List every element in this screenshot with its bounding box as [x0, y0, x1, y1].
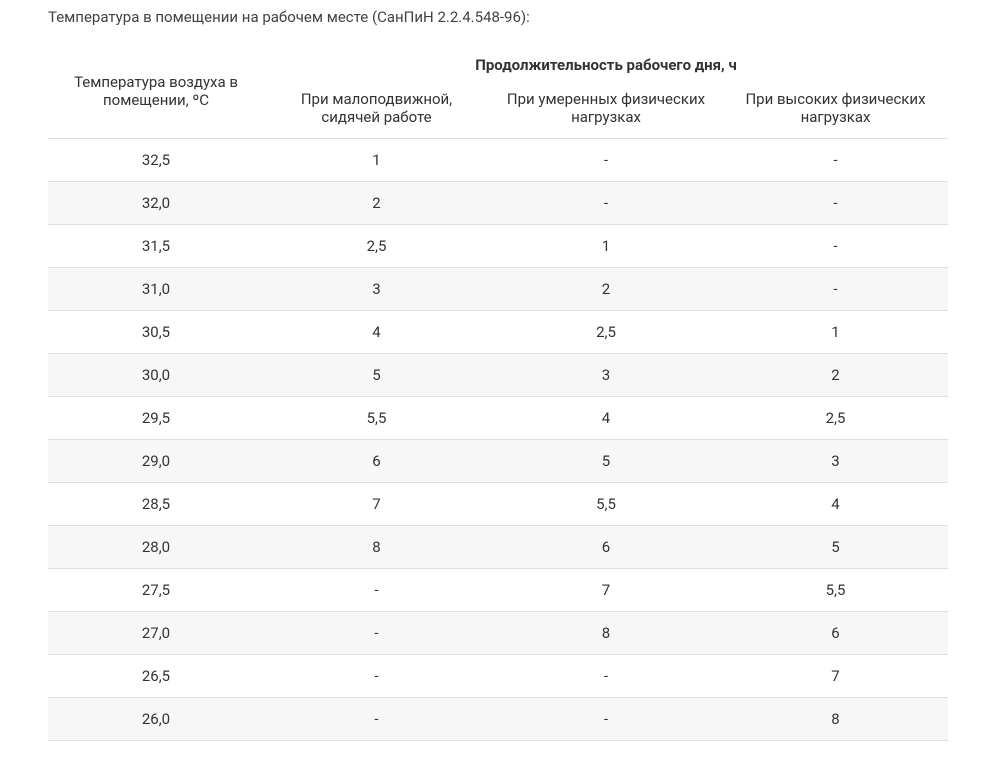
table-header: Температура воздуха в помещении, ºС Прод… [48, 44, 948, 139]
cell-heavy: 2,5 [723, 397, 948, 440]
cell-sedentary: - [264, 698, 489, 741]
table-row: 28,0865 [48, 526, 948, 569]
cell-temperature: 27,5 [48, 569, 264, 612]
cell-heavy: 6 [723, 612, 948, 655]
col-header-moderate: При умеренных физических нагрузках [489, 80, 723, 139]
temperature-table: Температура воздуха в помещении, ºС Прод… [48, 44, 948, 741]
cell-moderate: - [489, 655, 723, 698]
col-header-heavy: При высоких физических нагрузках [723, 80, 948, 139]
cell-moderate: 8 [489, 612, 723, 655]
cell-heavy: 3 [723, 440, 948, 483]
cell-heavy: 5 [723, 526, 948, 569]
table-row: 31,032- [48, 268, 948, 311]
cell-heavy: 2 [723, 354, 948, 397]
cell-heavy: 7 [723, 655, 948, 698]
cell-heavy: 1 [723, 311, 948, 354]
cell-temperature: 26,5 [48, 655, 264, 698]
col-header-temperature: Температура воздуха в помещении, ºС [48, 44, 264, 139]
table-row: 30,542,51 [48, 311, 948, 354]
table-body: 32,51--32,02--31,52,51-31,032-30,542,513… [48, 139, 948, 741]
cell-moderate: 5 [489, 440, 723, 483]
cell-sedentary: - [264, 569, 489, 612]
cell-moderate: 2,5 [489, 311, 723, 354]
cell-moderate: 7 [489, 569, 723, 612]
cell-moderate: 2 [489, 268, 723, 311]
cell-sedentary: 8 [264, 526, 489, 569]
table-row: 26,5--7 [48, 655, 948, 698]
table-row: 26,0--8 [48, 698, 948, 741]
table-row: 32,02-- [48, 182, 948, 225]
cell-moderate: 3 [489, 354, 723, 397]
cell-moderate: - [489, 698, 723, 741]
table-row: 29,0653 [48, 440, 948, 483]
cell-temperature: 27,0 [48, 612, 264, 655]
cell-sedentary: 1 [264, 139, 489, 182]
cell-sedentary: 4 [264, 311, 489, 354]
cell-moderate: 6 [489, 526, 723, 569]
cell-moderate: 4 [489, 397, 723, 440]
cell-heavy: 5,5 [723, 569, 948, 612]
cell-heavy: 8 [723, 698, 948, 741]
cell-temperature: 30,5 [48, 311, 264, 354]
cell-temperature: 31,0 [48, 268, 264, 311]
cell-moderate: - [489, 182, 723, 225]
cell-sedentary: - [264, 655, 489, 698]
cell-moderate: 1 [489, 225, 723, 268]
table-row: 28,575,54 [48, 483, 948, 526]
col-header-group-duration: Продолжительность рабочего дня, ч [264, 44, 948, 80]
cell-sedentary: 7 [264, 483, 489, 526]
table-row: 27,5-75,5 [48, 569, 948, 612]
cell-sedentary: 5,5 [264, 397, 489, 440]
cell-sedentary: 5 [264, 354, 489, 397]
cell-temperature: 32,0 [48, 182, 264, 225]
table-row: 29,55,542,5 [48, 397, 948, 440]
table-row: 27,0-86 [48, 612, 948, 655]
cell-temperature: 28,5 [48, 483, 264, 526]
col-header-sedentary: При малоподвижной, сидячей работе [264, 80, 489, 139]
cell-heavy: - [723, 182, 948, 225]
cell-temperature: 30,0 [48, 354, 264, 397]
table-row: 32,51-- [48, 139, 948, 182]
cell-heavy: 4 [723, 483, 948, 526]
table-caption: Температура в помещении на рабочем месте… [48, 8, 948, 26]
table-row: 31,52,51- [48, 225, 948, 268]
cell-heavy: - [723, 268, 948, 311]
cell-sedentary: - [264, 612, 489, 655]
cell-heavy: - [723, 225, 948, 268]
cell-temperature: 28,0 [48, 526, 264, 569]
cell-sedentary: 3 [264, 268, 489, 311]
cell-temperature: 29,5 [48, 397, 264, 440]
cell-sedentary: 2,5 [264, 225, 489, 268]
cell-moderate: - [489, 139, 723, 182]
cell-moderate: 5,5 [489, 483, 723, 526]
cell-temperature: 31,5 [48, 225, 264, 268]
table-row: 30,0532 [48, 354, 948, 397]
cell-temperature: 26,0 [48, 698, 264, 741]
cell-heavy: - [723, 139, 948, 182]
cell-temperature: 29,0 [48, 440, 264, 483]
cell-sedentary: 2 [264, 182, 489, 225]
cell-sedentary: 6 [264, 440, 489, 483]
cell-temperature: 32,5 [48, 139, 264, 182]
